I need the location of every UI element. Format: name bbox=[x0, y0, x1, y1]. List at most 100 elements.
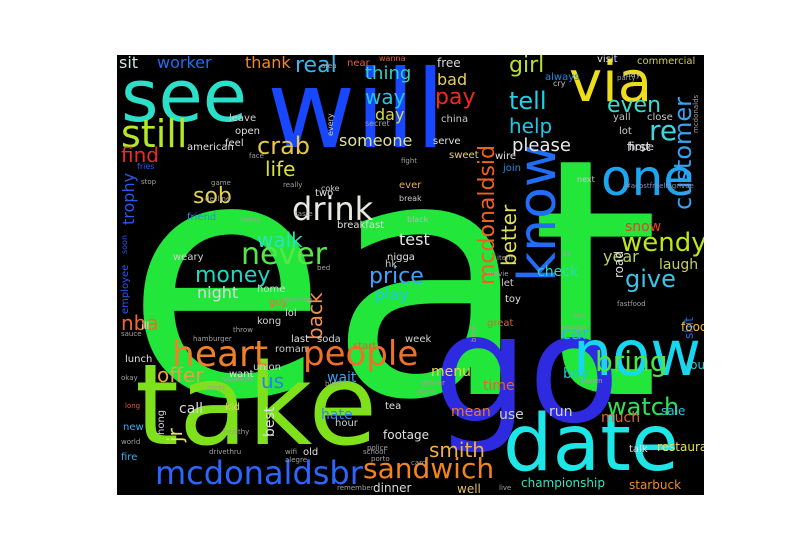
word-go: go bbox=[433, 283, 620, 457]
word-sale: sale bbox=[661, 404, 686, 418]
word-smith: smith bbox=[429, 438, 485, 462]
word-visit: visit bbox=[597, 55, 618, 65]
word-laugh: laugh bbox=[659, 257, 699, 273]
word-decline: decline bbox=[205, 195, 231, 203]
word-old: old bbox=[303, 447, 319, 458]
word-deliver: deliver bbox=[421, 379, 445, 387]
word-ill: ill bbox=[141, 321, 150, 332]
word-fries: fries bbox=[137, 162, 155, 171]
word-see: see bbox=[121, 55, 248, 138]
word-mcdonalds: mcdonalds bbox=[692, 95, 700, 134]
word-car: car bbox=[561, 323, 590, 344]
word-birth: birth bbox=[325, 380, 342, 388]
word-want: want bbox=[229, 369, 254, 380]
word-will: will bbox=[267, 55, 446, 173]
word-bed: bed bbox=[317, 264, 331, 272]
word-find: find bbox=[121, 143, 159, 167]
word-soon: soon bbox=[120, 235, 129, 255]
word-home: home bbox=[257, 284, 286, 295]
word-serve: serve bbox=[433, 136, 461, 147]
word-great: great bbox=[487, 318, 514, 329]
word-menu: menu bbox=[431, 364, 471, 380]
word-item: item bbox=[497, 254, 513, 262]
word-game: game bbox=[211, 179, 231, 187]
word-hk: hk bbox=[385, 259, 398, 270]
word-china: china bbox=[441, 114, 469, 125]
word-watch: watch bbox=[607, 393, 680, 421]
word-kid: kid bbox=[225, 402, 240, 413]
word-help: help bbox=[509, 114, 553, 138]
word-real: real bbox=[295, 55, 337, 78]
word-okay: okay bbox=[121, 374, 138, 382]
word-cry: cry bbox=[553, 79, 566, 88]
word-bitch: bitch bbox=[470, 325, 478, 343]
word-really: really bbox=[283, 181, 303, 189]
word-acostfreelingrivee: #acostfreelingrivee bbox=[625, 182, 694, 190]
word-area: area bbox=[321, 62, 337, 70]
word-union: union bbox=[253, 362, 281, 373]
word-use: use bbox=[499, 407, 524, 423]
word-mcdonaldsid: mcdonaldsid bbox=[475, 145, 500, 285]
word-bc: bc bbox=[563, 250, 572, 258]
word-worker: worker bbox=[157, 55, 212, 72]
word-may: may bbox=[623, 70, 641, 79]
word-us: us bbox=[261, 369, 285, 393]
word-even: even bbox=[607, 93, 662, 118]
word-take: take bbox=[135, 341, 378, 471]
word-youtube: youtube bbox=[683, 358, 704, 372]
word-commercial: commercial bbox=[637, 56, 696, 67]
word-wanna: wanna bbox=[379, 55, 406, 63]
word-yall: yall bbox=[613, 112, 631, 123]
word-much: much bbox=[601, 410, 641, 426]
word-hong: hong bbox=[156, 410, 167, 436]
word-roman: roman bbox=[275, 344, 308, 355]
word-card: card bbox=[411, 459, 427, 467]
word-fight: fight bbox=[401, 157, 418, 165]
word-snow: snow bbox=[625, 219, 662, 235]
word-alegre: alegre bbox=[285, 456, 308, 464]
word-way: way bbox=[365, 85, 406, 109]
word-wire: wire bbox=[495, 151, 517, 162]
word-never: never bbox=[241, 237, 328, 272]
word-drivethru: drivethru bbox=[209, 448, 242, 456]
word-school: school bbox=[363, 448, 386, 456]
word-people: people bbox=[303, 334, 419, 374]
word-sandwich: sandwich bbox=[363, 452, 495, 485]
word-fire: fire bbox=[121, 452, 138, 463]
word-via: via bbox=[569, 55, 653, 115]
word-weary: weary bbox=[173, 252, 204, 263]
word-employee: employee bbox=[120, 265, 131, 315]
word-free: free bbox=[437, 56, 461, 70]
word-cloud: eat go take will date see now via one know mcdonal… bbox=[117, 55, 704, 495]
word-porto: porto bbox=[371, 455, 390, 463]
word-break: break bbox=[399, 194, 422, 203]
word-party: party bbox=[617, 74, 636, 82]
word-breakfast: breakfast bbox=[337, 220, 385, 231]
word-talk: talk bbox=[629, 444, 648, 455]
word-hate: hate bbox=[321, 407, 353, 423]
word-taste: taste bbox=[295, 210, 313, 218]
word-road: road bbox=[612, 251, 626, 278]
word-girl: girl bbox=[509, 55, 545, 78]
word-black: black bbox=[407, 215, 429, 224]
word-remember: remember bbox=[337, 484, 374, 492]
word-police: police bbox=[367, 444, 388, 452]
word-food: food bbox=[681, 320, 704, 334]
word-sauce: sauce bbox=[121, 330, 142, 338]
word-price: price bbox=[369, 264, 424, 289]
word-join: join bbox=[503, 163, 522, 174]
word-new: new bbox=[123, 422, 144, 433]
word-pay: pay bbox=[435, 85, 476, 110]
word-wait: wait bbox=[327, 370, 357, 386]
word-give: give bbox=[625, 265, 676, 293]
word-hamburger: hamburger bbox=[193, 335, 232, 343]
word-thank: thank bbox=[245, 55, 291, 72]
word-let: let bbox=[501, 278, 514, 289]
word-secret: secret bbox=[365, 119, 390, 128]
word-hope: hope bbox=[629, 142, 654, 153]
word-re: re bbox=[649, 114, 678, 147]
word-place: place bbox=[417, 388, 436, 396]
word-wifi: wifi bbox=[285, 448, 298, 456]
word-nigga: nigga bbox=[387, 252, 415, 263]
word-meet: meet bbox=[207, 384, 226, 392]
